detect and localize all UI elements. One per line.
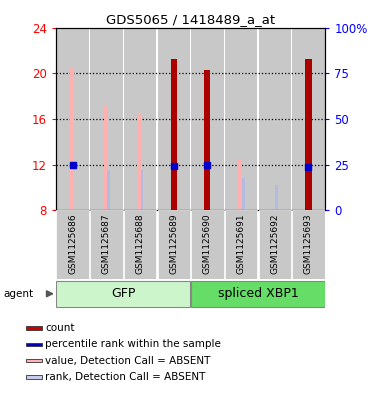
- Bar: [107, 170, 110, 210]
- Bar: [70, 68, 74, 210]
- Bar: [204, 70, 211, 210]
- Bar: [104, 105, 108, 210]
- Text: rank, Detection Call = ABSENT: rank, Detection Call = ABSENT: [45, 372, 206, 382]
- Text: GSM1125686: GSM1125686: [68, 214, 77, 274]
- Bar: [141, 170, 144, 210]
- Bar: [157, 28, 190, 210]
- Bar: [124, 28, 156, 210]
- Text: GSM1125690: GSM1125690: [203, 214, 212, 274]
- FancyBboxPatch shape: [57, 281, 190, 307]
- Bar: [292, 210, 325, 279]
- Title: GDS5065 / 1418489_a_at: GDS5065 / 1418489_a_at: [106, 13, 275, 26]
- Bar: [26, 326, 42, 329]
- Bar: [275, 185, 278, 210]
- Text: GFP: GFP: [111, 287, 136, 300]
- Bar: [90, 28, 122, 210]
- Bar: [57, 210, 89, 279]
- Text: agent: agent: [4, 289, 34, 299]
- Bar: [157, 210, 190, 279]
- FancyBboxPatch shape: [191, 281, 325, 307]
- Text: GSM1125692: GSM1125692: [270, 214, 279, 274]
- Text: value, Detection Call = ABSENT: value, Detection Call = ABSENT: [45, 356, 211, 366]
- Text: spliced XBP1: spliced XBP1: [218, 287, 298, 300]
- Bar: [137, 113, 141, 210]
- Bar: [90, 210, 122, 279]
- Text: percentile rank within the sample: percentile rank within the sample: [45, 339, 221, 349]
- Bar: [26, 375, 42, 379]
- Bar: [242, 178, 244, 210]
- Bar: [225, 210, 257, 279]
- Bar: [191, 210, 224, 279]
- Bar: [26, 343, 42, 346]
- Bar: [191, 28, 224, 210]
- Text: GSM1125687: GSM1125687: [102, 214, 111, 274]
- Bar: [305, 59, 311, 210]
- Text: count: count: [45, 323, 75, 333]
- Text: GSM1125691: GSM1125691: [237, 214, 246, 274]
- Bar: [57, 28, 89, 210]
- Bar: [259, 28, 291, 210]
- Bar: [124, 210, 156, 279]
- Text: GSM1125688: GSM1125688: [136, 214, 144, 274]
- Bar: [225, 28, 257, 210]
- Bar: [171, 59, 177, 210]
- Bar: [259, 210, 291, 279]
- Bar: [238, 159, 243, 210]
- Bar: [26, 359, 42, 362]
- Text: GSM1125693: GSM1125693: [304, 214, 313, 274]
- Bar: [292, 28, 325, 210]
- Text: GSM1125689: GSM1125689: [169, 214, 178, 274]
